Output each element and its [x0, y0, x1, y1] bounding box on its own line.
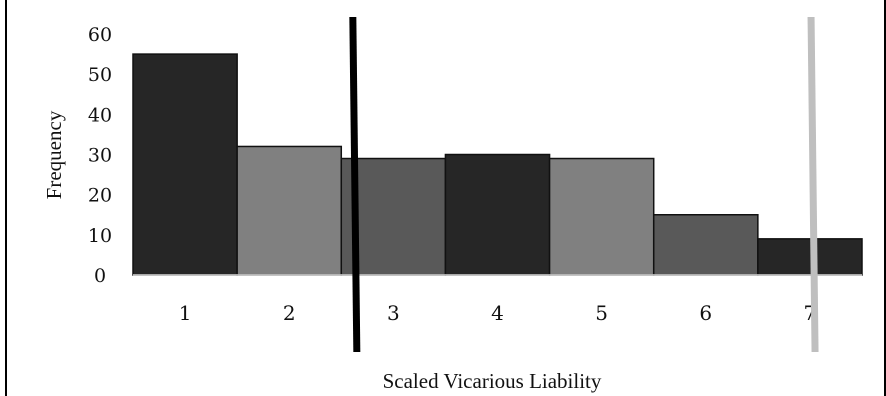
- reference-lines: [349, 16, 819, 353]
- x-tick-label: 6: [699, 301, 712, 325]
- y-axis-title: Frequency: [42, 110, 66, 199]
- y-axis-ticks: 0 10 20 30 40 50 60: [88, 24, 112, 287]
- bar-5: [548, 157, 655, 276]
- reference-line-gray-line: [807, 16, 819, 353]
- x-tick-label: 1: [179, 301, 192, 325]
- x-tick-label: 5: [595, 301, 608, 325]
- y-tick-label: 10: [88, 225, 112, 247]
- x-tick-label: 3: [387, 301, 400, 325]
- x-axis-title: Scaled Vicarious Liability: [383, 369, 602, 393]
- bar-4: [444, 153, 551, 276]
- y-tick-label: 40: [88, 104, 112, 126]
- bars-group: [132, 53, 863, 276]
- x-tick-label: 4: [491, 301, 504, 325]
- bar-1: [132, 53, 238, 276]
- y-tick-label: 20: [88, 185, 112, 207]
- x-tick-label: 2: [283, 301, 296, 325]
- y-tick-label: 50: [88, 64, 112, 86]
- bar-7: [757, 238, 863, 276]
- y-tick-label: 0: [94, 265, 106, 287]
- y-tick-label: 60: [88, 24, 112, 46]
- y-tick-label: 30: [88, 145, 112, 167]
- chart-border: [5, 0, 886, 396]
- bar-6: [652, 214, 759, 276]
- reference-line-black-line: [349, 16, 361, 353]
- bar-2: [236, 145, 343, 276]
